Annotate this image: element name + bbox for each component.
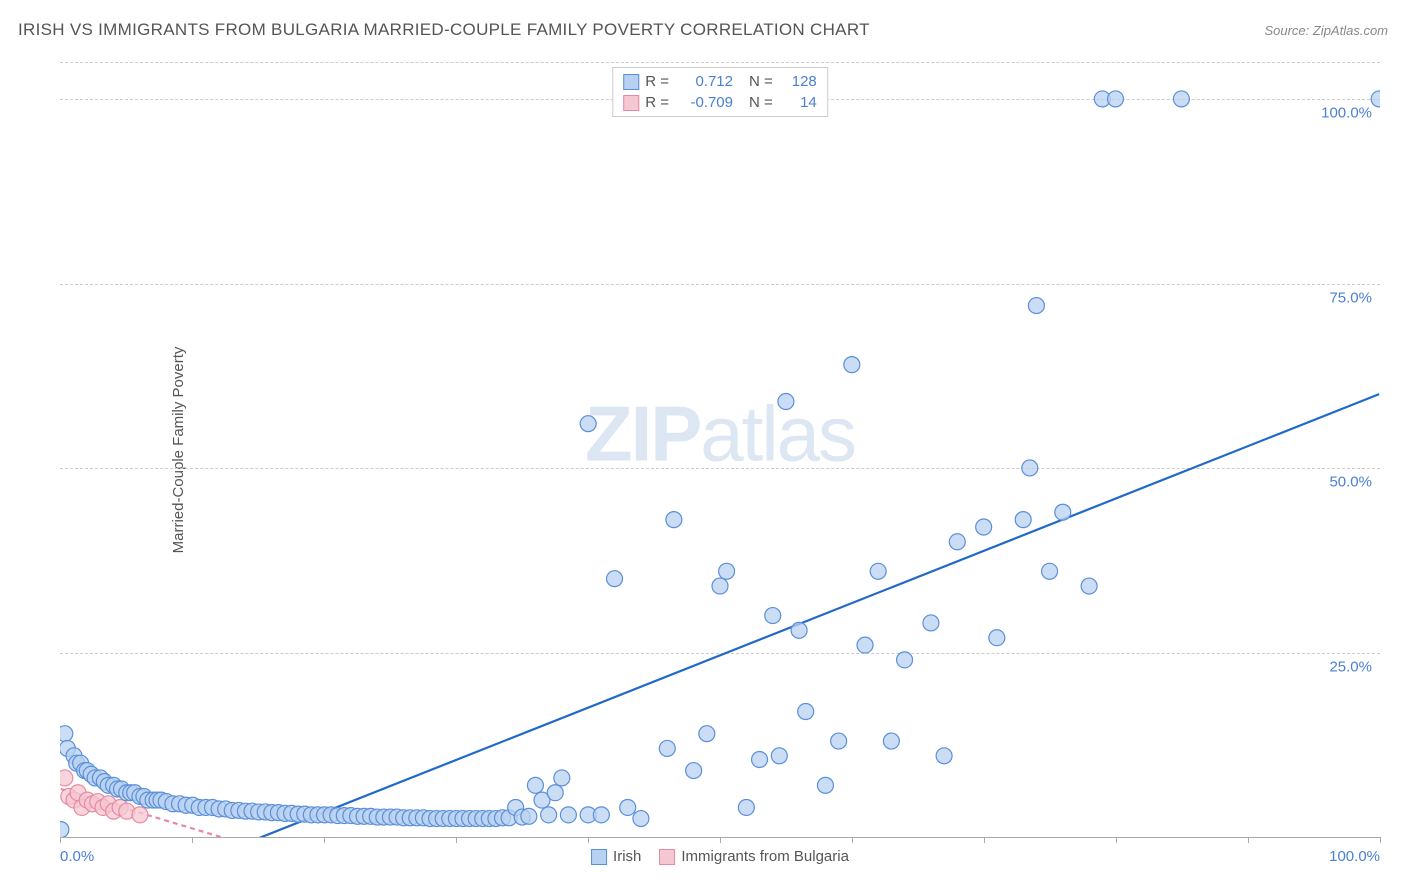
chart-svg [60,62,1380,837]
legend-item-irish: Irish [591,848,641,865]
plot-area: Married-Couple Family Poverty ZIPatlas 2… [60,62,1380,838]
legend-correlation: R = 0.712 N = 128 R = -0.709 N = 14 [612,67,828,117]
legend-item-bulgaria: Immigrants from Bulgaria [659,848,849,865]
source-label: Source: ZipAtlas.com [1264,23,1388,38]
legend-series: Irish Immigrants from Bulgaria [591,848,849,865]
x-tick-label: 0.0% [60,848,94,865]
legend-swatch-bulgaria [623,95,639,111]
chart-title: IRISH VS IMMIGRANTS FROM BULGARIA MARRIE… [18,20,870,40]
legend-row-irish: R = 0.712 N = 128 [623,71,817,92]
legend-swatch-bulgaria-icon [659,849,675,865]
x-tick-label: 100.0% [1329,848,1380,865]
legend-swatch-irish-icon [591,849,607,865]
legend-row-bulgaria: R = -0.709 N = 14 [623,92,817,113]
legend-swatch-irish [623,74,639,90]
title-bar: IRISH VS IMMIGRANTS FROM BULGARIA MARRIE… [18,20,1388,40]
